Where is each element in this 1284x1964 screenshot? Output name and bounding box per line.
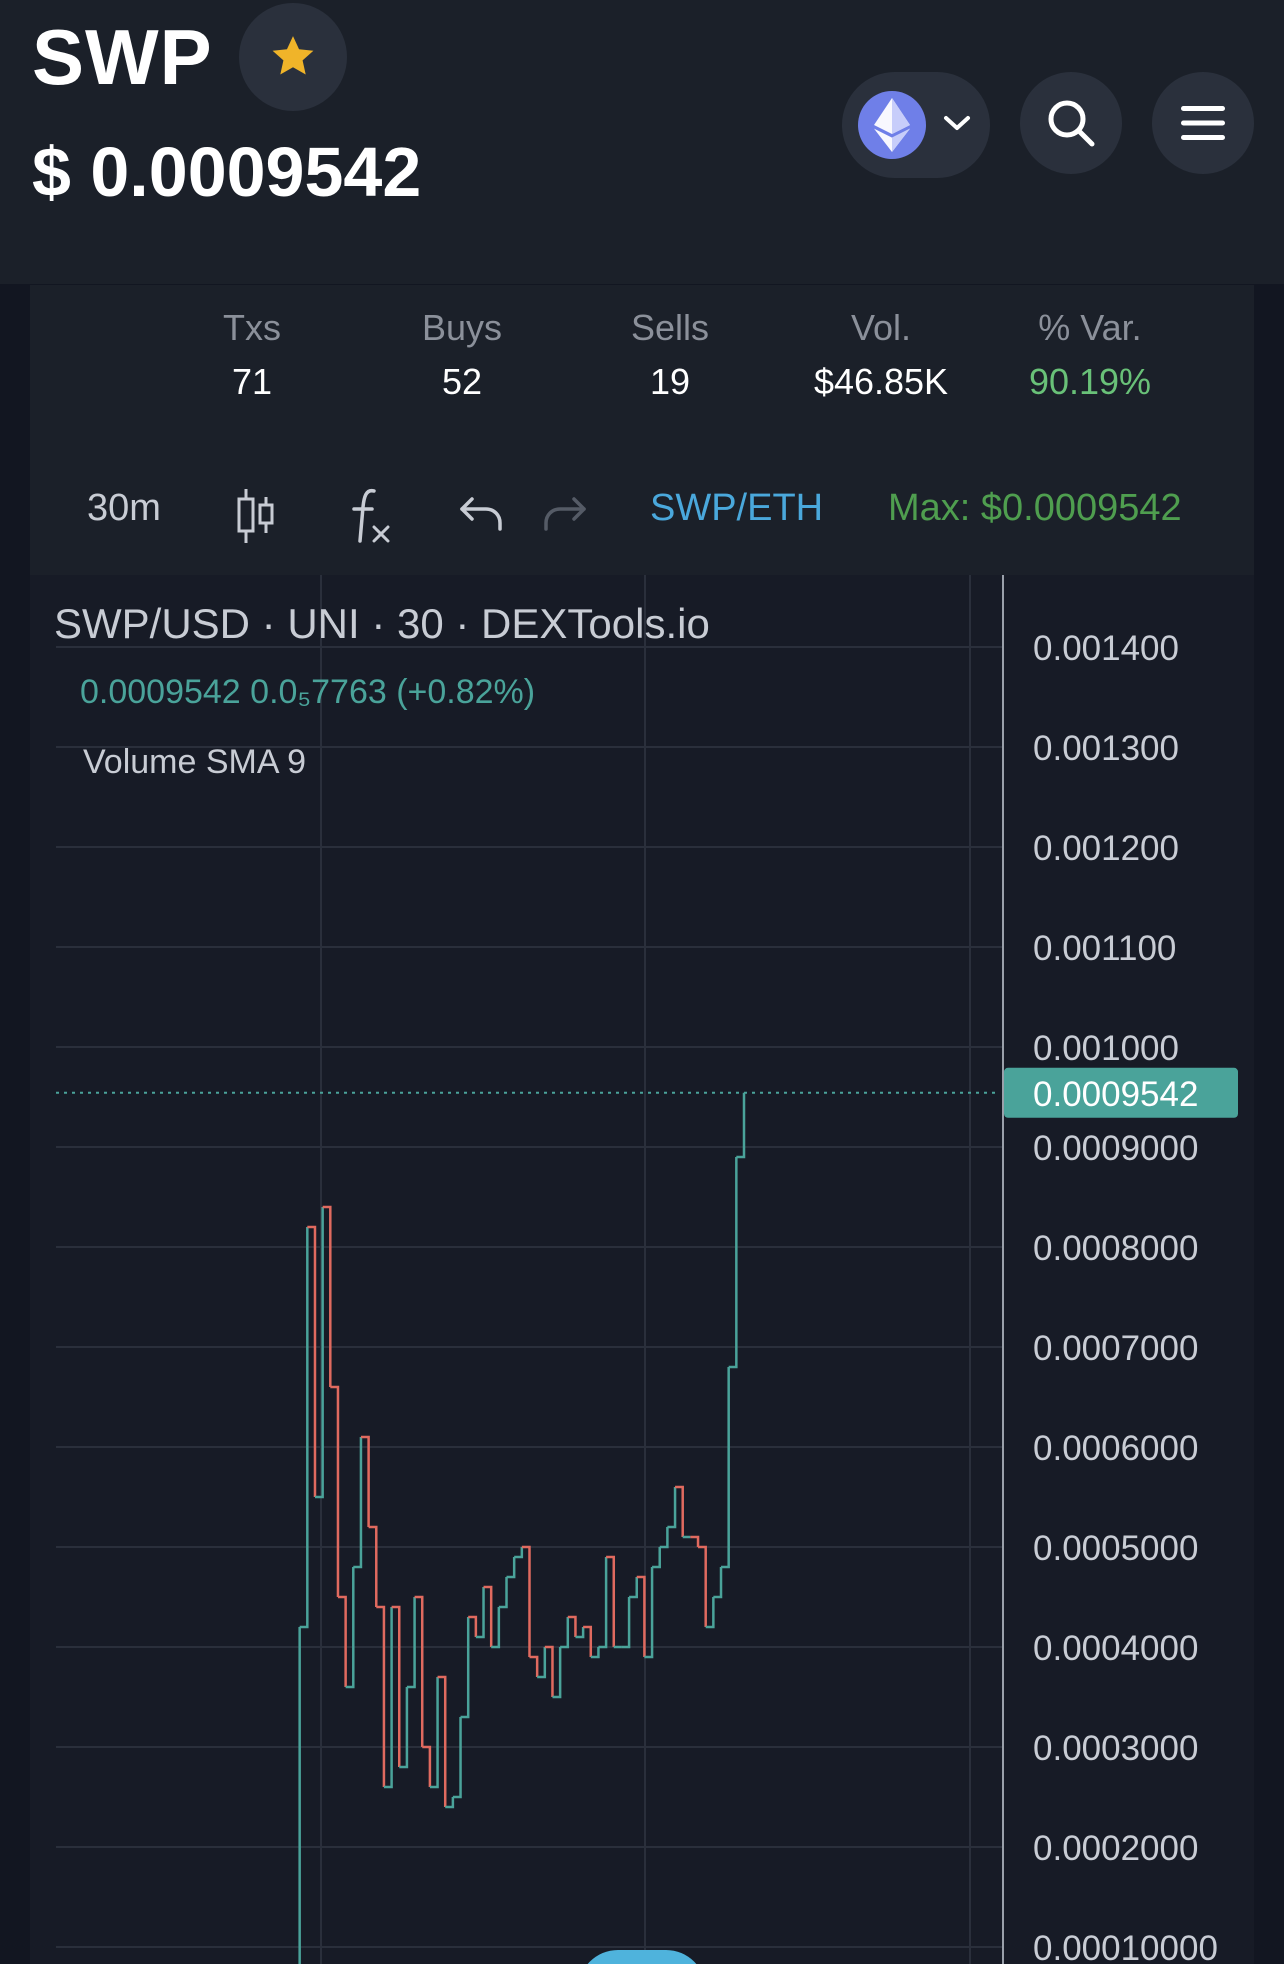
stats-bar: Txs 71 Buys 52 Sells 19 Vol. $46.85K % V… xyxy=(30,285,1254,457)
redo-icon[interactable] xyxy=(542,495,588,535)
undo-icon[interactable] xyxy=(458,495,504,535)
chart-legend-values: 0.0009542 0.0₅7763 (+0.82%) xyxy=(80,673,536,711)
interval-button[interactable]: 30m xyxy=(87,487,161,529)
stat-buys: Buys 52 xyxy=(357,307,567,403)
favorite-button[interactable] xyxy=(239,3,347,111)
candlestick-icon[interactable] xyxy=(234,487,278,545)
ethereum-icon xyxy=(858,91,926,159)
hamburger-menu-icon xyxy=(1181,106,1225,140)
stat-label: Sells xyxy=(630,307,710,348)
stat-value: $46.85K xyxy=(813,361,949,402)
stat-label: Buys xyxy=(421,307,503,348)
stat-label: Txs xyxy=(223,307,281,348)
pair-switch-link[interactable]: SWP/ETH xyxy=(650,487,824,529)
stat-label: % Var. xyxy=(1038,307,1142,348)
floating-action-button[interactable] xyxy=(578,1950,706,1964)
chart-legend-title: SWP/USD · UNI · 30 · DEXTools.io xyxy=(54,600,710,647)
stat-value: 71 xyxy=(231,361,273,402)
stat-label: Vol. xyxy=(850,307,912,348)
token-price: $ 0.0009542 xyxy=(32,133,422,211)
stat-volume: Vol. $46.85K xyxy=(776,307,986,403)
max-price-label: Max: $0.0009542 xyxy=(888,487,1182,529)
chart-panel: 30m SWP/ETH Max: $0.0009542 xyxy=(30,457,1254,1964)
chart-toolbar: 30m SWP/ETH Max: $0.0009542 xyxy=(30,457,1254,575)
stat-value: 19 xyxy=(649,361,691,402)
search-button[interactable] xyxy=(1020,72,1122,174)
stat-value: 90.19% xyxy=(1028,361,1152,402)
chevron-down-icon xyxy=(944,116,970,130)
chain-selector[interactable] xyxy=(842,72,990,178)
star-icon xyxy=(272,36,314,75)
indicators-icon[interactable] xyxy=(348,487,394,545)
app-header: SWP $ 0.0009542 xyxy=(0,0,1284,284)
chart-legend-volume: Volume SMA 9 xyxy=(83,743,307,781)
token-symbol: SWP xyxy=(32,13,213,101)
stat-variation: % Var. 90.19% xyxy=(985,307,1195,403)
menu-button[interactable] xyxy=(1152,72,1254,174)
stat-value: 52 xyxy=(441,361,483,402)
stat-txs: Txs 71 xyxy=(147,307,357,403)
stat-sells: Sells 19 xyxy=(565,307,775,403)
search-icon xyxy=(1048,100,1095,147)
